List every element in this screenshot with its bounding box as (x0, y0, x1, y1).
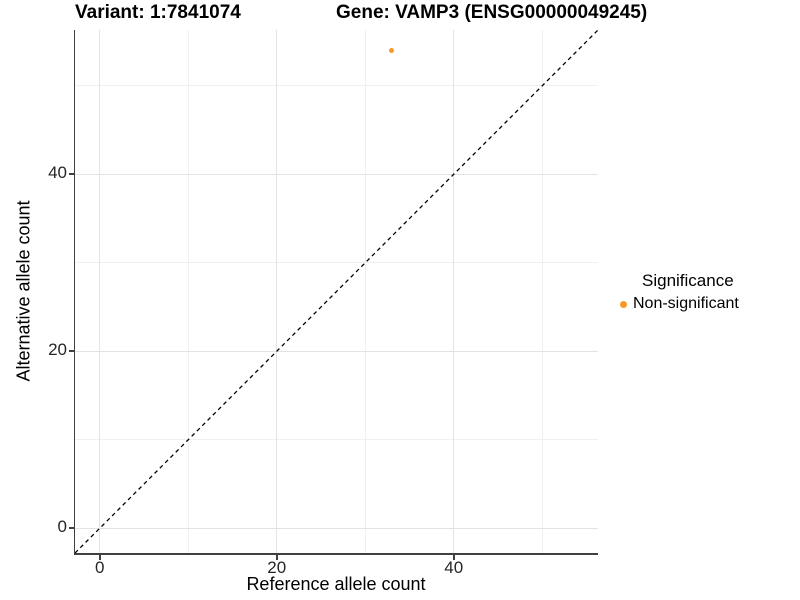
x-minor-gridline (541, 30, 543, 553)
x-tick-label: 40 (444, 558, 464, 577)
legend-title: Significance (642, 271, 734, 290)
non-significant-point-icon (620, 300, 627, 308)
y-tick-label: 40 (48, 163, 67, 183)
y-tick-mark (68, 527, 74, 529)
legend-item-label: Non-significant (633, 295, 739, 312)
plot-panel (75, 30, 598, 553)
x-major-gridline (276, 30, 278, 553)
x-tick-mark (276, 554, 278, 560)
variant-title: Variant: 1:7841074 (75, 2, 241, 23)
legend-item-non-significant: Non-significant (615, 295, 739, 313)
identity-line-layer (75, 30, 598, 553)
x-tick-label: 20 (267, 558, 287, 577)
y-tick-label: 20 (48, 340, 67, 360)
x-tick-mark (453, 554, 455, 560)
y-tick-label: 0 (57, 517, 67, 537)
gene-title: Gene: VAMP3 (ENSG00000049245) (336, 2, 648, 23)
y-minor-gridline (75, 262, 598, 264)
x-axis-line (73, 553, 598, 555)
y-tick-mark (68, 173, 74, 175)
x-minor-gridline (364, 30, 366, 553)
y-minor-gridline (75, 439, 598, 441)
y-minor-gridline (75, 85, 598, 87)
x-tick-mark (99, 554, 101, 560)
y-major-gridline (75, 350, 598, 352)
y-axis-line (73, 30, 75, 555)
y-tick-mark (68, 350, 74, 352)
y-axis-title: Alternative allele count (13, 200, 34, 382)
x-tick-label: 0 (95, 558, 105, 577)
x-major-gridline (99, 30, 101, 553)
legend: Significance Non-significant (615, 271, 739, 313)
y-major-gridline (75, 527, 598, 529)
identity-dashed-line (75, 30, 598, 553)
y-major-gridline (75, 173, 598, 175)
data-point (389, 47, 395, 53)
x-major-gridline (453, 30, 455, 553)
x-axis-title: Reference allele count (246, 574, 426, 594)
x-minor-gridline (187, 30, 189, 553)
